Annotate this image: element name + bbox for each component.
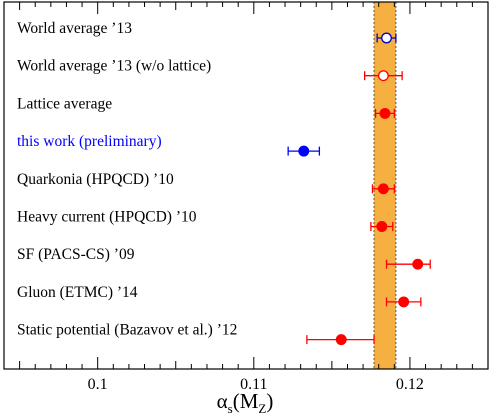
x-tick-label: 0.11 [240, 376, 267, 393]
filled-marker [335, 334, 347, 346]
filled-marker [376, 221, 388, 232]
entry-label: Quarkonia (HPQCD) ’10 [17, 171, 174, 188]
x-axis-title-sub-s: s [228, 401, 233, 416]
x-axis-title: αs(MZ) [217, 389, 274, 416]
x-tick-label: 0.12 [396, 376, 424, 393]
data-point-group [287, 145, 321, 157]
filled-marker [379, 107, 391, 119]
data-point-group [374, 107, 395, 119]
entry-label: World average ’13 (w/o lattice) [17, 58, 211, 75]
x-tick-label: 0.1 [88, 376, 108, 393]
entry-label: Lattice average [17, 95, 112, 112]
x-axis-title-alpha: α [217, 389, 228, 413]
entry-label: this work (preliminary) [17, 133, 162, 150]
x-axis-title-paren-close: ) [266, 389, 273, 413]
filled-marker [377, 183, 389, 195]
x-tick-labels: 0.1 0.11 0.12 [88, 376, 424, 393]
entry-label: SF (PACS-CS) ’09 [17, 246, 135, 263]
data-point-group [306, 334, 375, 346]
open-marker [381, 32, 392, 44]
entry-label: Gluon (ETMC) ’14 [17, 284, 138, 301]
data-points [287, 32, 431, 346]
data-point-group [376, 32, 397, 44]
data-point-group [385, 258, 431, 270]
entry-label: World average ’13 [17, 20, 132, 37]
filled-marker [398, 296, 410, 308]
data-point-group [385, 296, 422, 308]
data-point-group [364, 70, 403, 82]
filled-marker [412, 258, 424, 270]
x-axis-ticks [3, 2, 489, 369]
entry-label: Static potential (Bazavov et al.) ’12 [17, 322, 237, 339]
open-marker [377, 70, 389, 82]
x-axis-title-sub-z: Z [258, 401, 266, 416]
plot-frame [3, 1, 489, 370]
entry-labels: World average ’13 World average ’13 (w/o … [17, 20, 237, 339]
data-point-group [371, 183, 395, 195]
filled-marker [298, 145, 310, 157]
entry-label: Heavy current (HPQCD) ’10 [17, 209, 197, 226]
data-point-group [370, 221, 394, 232]
x-axis-title-paren-open: (M [233, 389, 259, 413]
